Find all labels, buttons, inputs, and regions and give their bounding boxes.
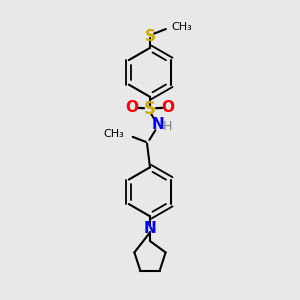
Text: S: S	[145, 29, 155, 44]
Text: N: N	[152, 117, 165, 132]
Text: N: N	[144, 221, 156, 236]
Text: S: S	[144, 100, 156, 118]
Text: CH₃: CH₃	[171, 22, 192, 32]
Text: H: H	[163, 120, 172, 133]
Text: CH₃: CH₃	[104, 129, 124, 139]
Text: O: O	[126, 100, 139, 116]
Text: O: O	[161, 100, 174, 116]
